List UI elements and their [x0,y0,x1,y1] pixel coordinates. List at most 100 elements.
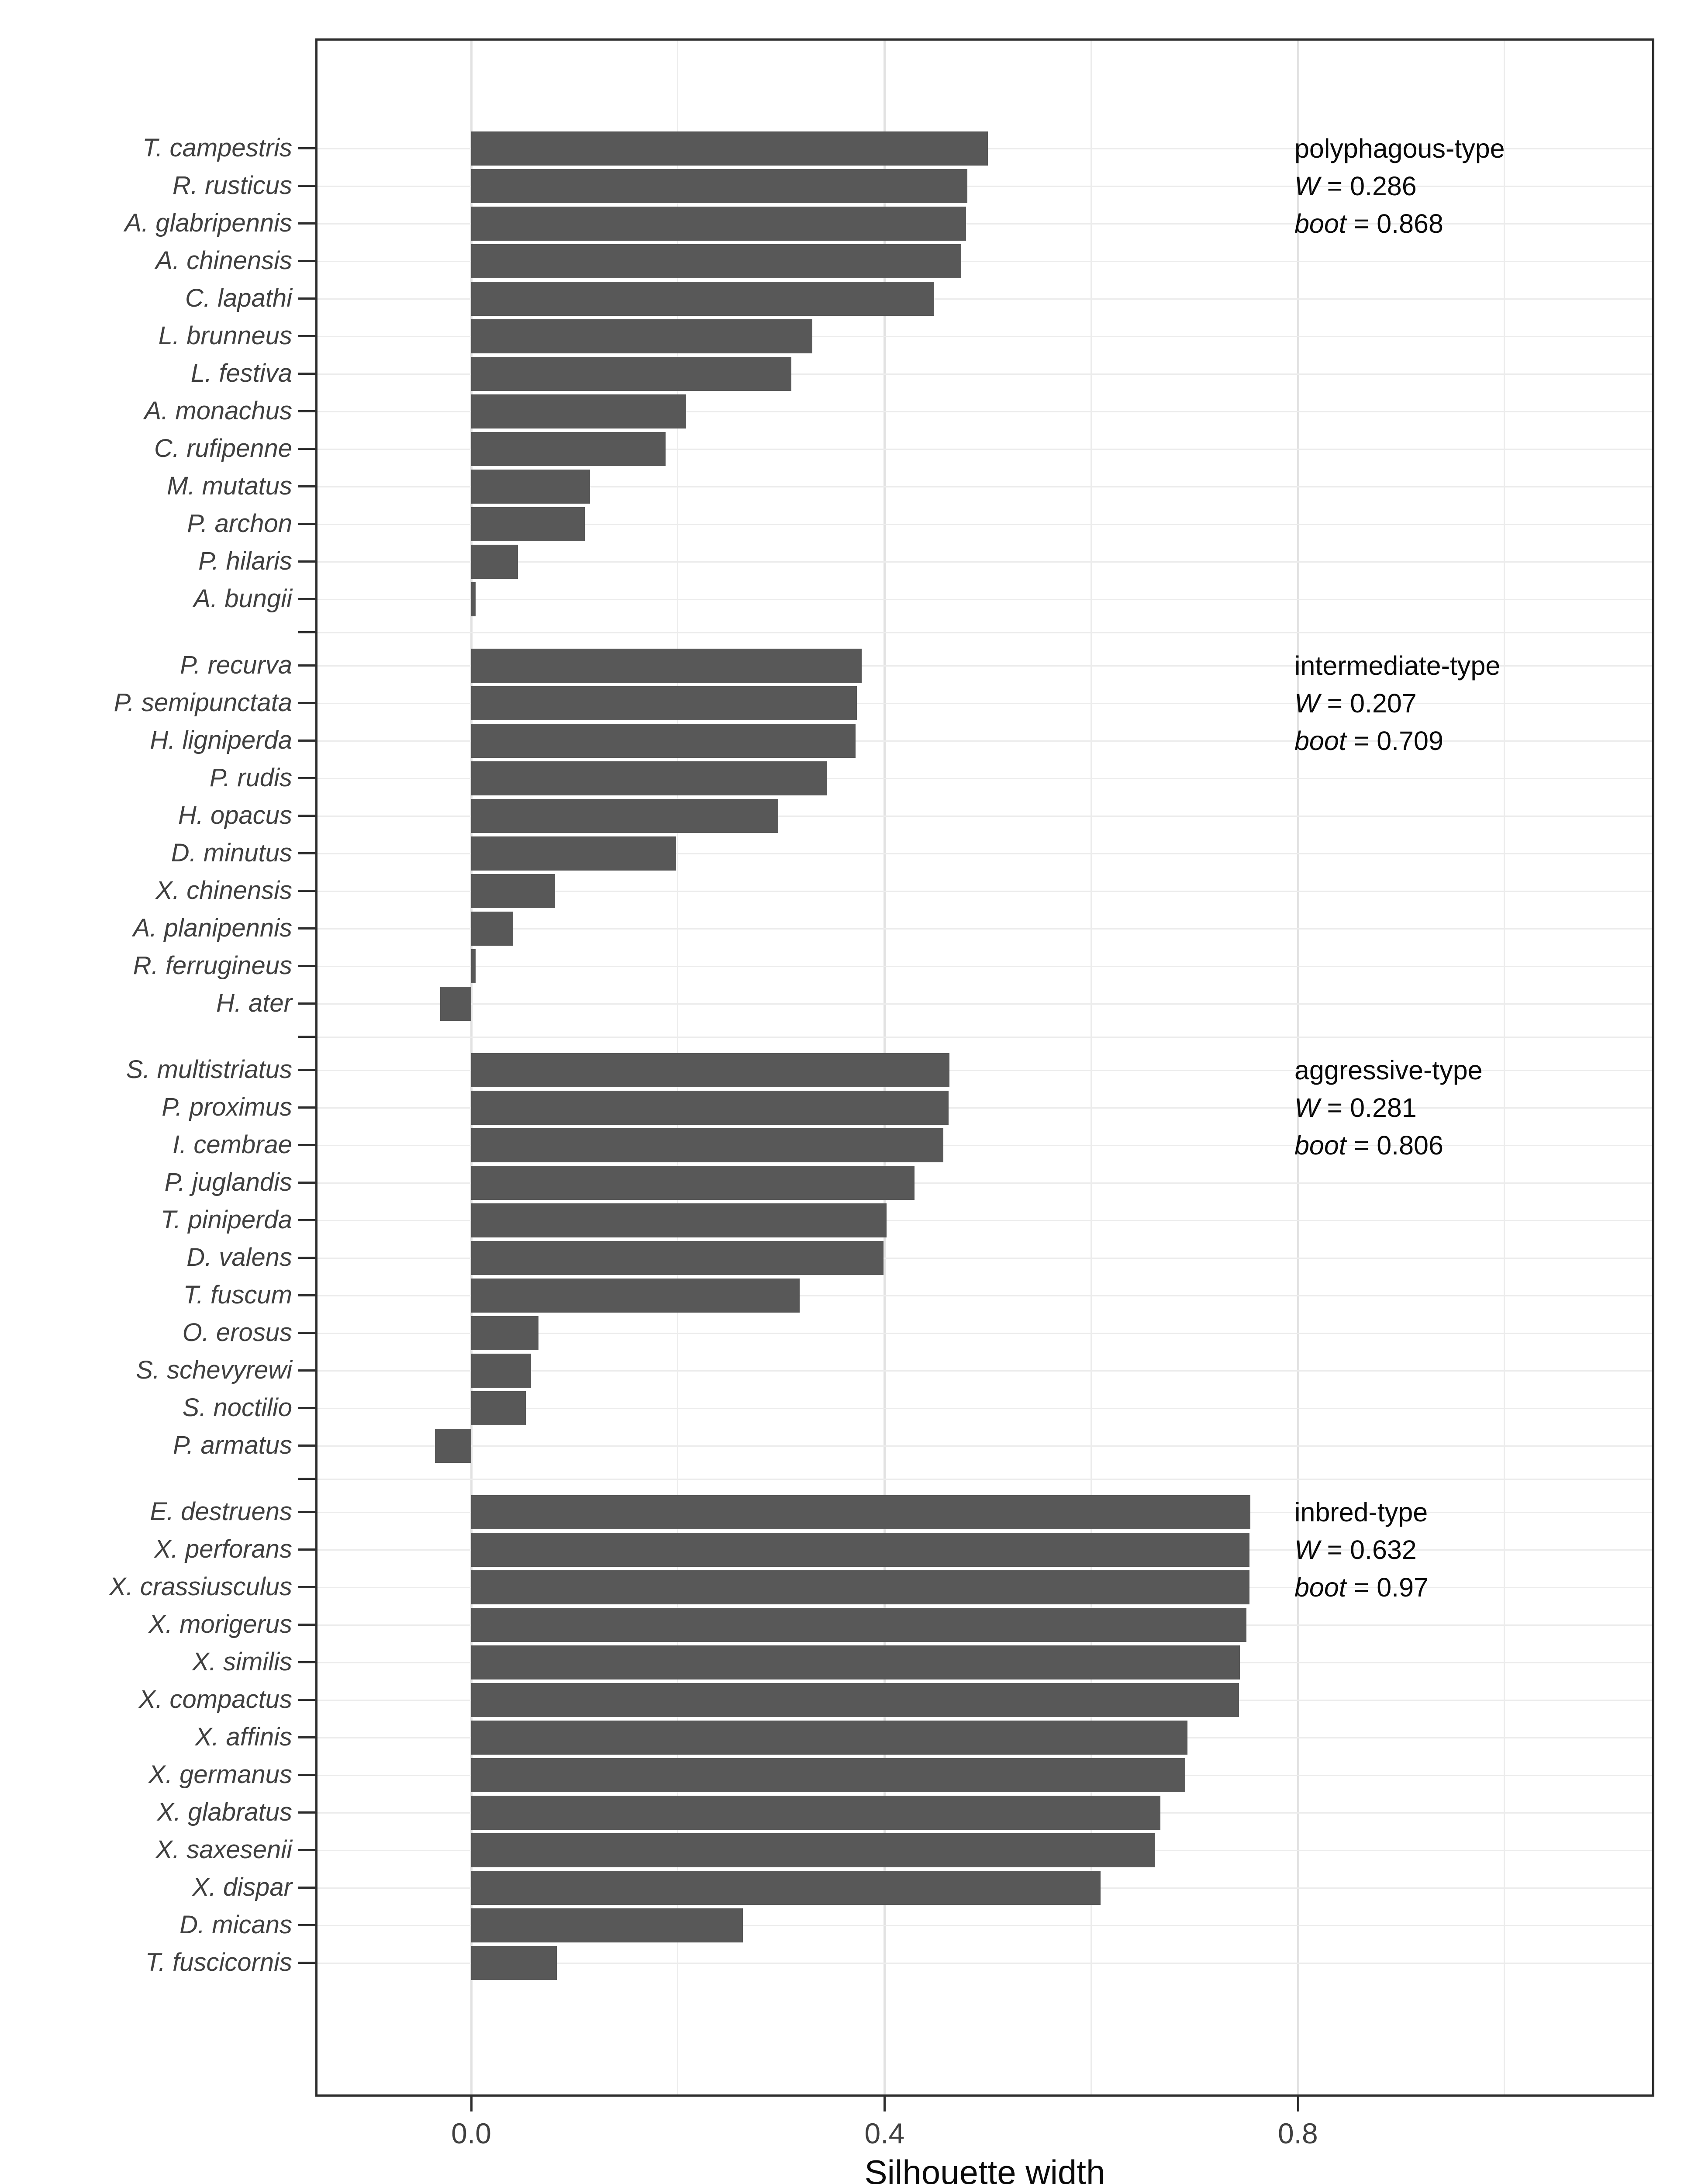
species-label: R. rusticus [173,171,292,200]
bar-row: D. minutus [171,835,1652,872]
y-tick [298,185,315,187]
bar-rows: T. campestris R. rusticus A. glabripennis A… [109,41,1652,2094]
x-tick [470,2097,473,2111]
species-label: P. proximus [162,1093,292,1122]
species-label: X. compactus [138,1685,292,1714]
species-label: X. glabratus [157,1798,292,1827]
y-tick [298,1924,315,1926]
silhouette-bar [471,836,676,871]
species-label: A. bungii [193,584,292,613]
y-tick [298,1332,315,1334]
h-gridline [318,223,1652,225]
cluster-annotation: inbred-type W = 0.632 boot = 0.97 [1294,1493,1429,1606]
y-tick [298,1106,315,1109]
y-tick [298,335,315,337]
bar-row: X. morigerus [148,1606,1652,1644]
y-tick [298,852,315,854]
y-tick [298,523,315,525]
y-tick [298,1369,315,1372]
species-label: A. monachus [144,397,292,425]
silhouette-bar [471,1241,884,1275]
species-label: D. minutus [171,839,292,867]
species-label: E. destruens [150,1497,292,1526]
h-gridline [318,486,1652,487]
h-gridline [318,778,1652,779]
h-gridline [318,853,1652,854]
y-tick [298,927,315,930]
silhouette-bar [471,1279,800,1313]
silhouette-bar [471,1645,1240,1679]
y-tick [298,1661,315,1663]
h-gridline [318,1963,1652,1964]
bar-row: P. juglandis [165,1164,1652,1202]
silhouette-bar [471,1796,1161,1830]
cluster-annotation: polyphagous-type W = 0.286 boot = 0.868 [1294,130,1505,242]
h-gridline [318,1070,1652,1071]
silhouette-bar [471,1721,1187,1755]
silhouette-bar [471,1203,887,1237]
species-label: X. dispar [192,1873,292,1902]
species-label: L. festiva [190,359,292,388]
h-gridline [318,1925,1652,1926]
bar-row: X. affinis [195,1719,1652,1756]
silhouette-bar [471,1608,1246,1642]
y-tick [298,485,315,487]
h-gridline [318,449,1652,450]
x-axis-title: Silhouette width [864,2153,1105,2184]
y-tick [298,1586,315,1588]
y-tick [298,1736,315,1738]
silhouette-bar [471,1946,557,1980]
species-label: A. planipennis [133,914,292,943]
bar-row: H. ligniperda [150,722,1652,760]
silhouette-bar [471,1053,950,1087]
species-label: H. ligniperda [150,726,292,755]
bar-row: X. germanus [148,1756,1652,1794]
bar-row: D. micans [179,1907,1652,1944]
bar-row: T. fuscum [183,1277,1652,1314]
w-stat: W = 0.286 [1294,171,1417,201]
h-gridline [318,1479,1652,1480]
bar-row: T. piniperda [161,1202,1652,1239]
y-tick [298,560,315,563]
w-stat: W = 0.632 [1294,1535,1417,1565]
bar-row: S. noctilio [183,1389,1652,1427]
h-gridline [318,665,1652,667]
cluster-annotations: polyphagous-type W = 0.286 boot = 0.868 int… [318,41,1652,2094]
h-gridline [318,411,1652,412]
h-gridline [318,186,1652,187]
y-tick [298,1294,315,1296]
silhouette-bar [471,1166,915,1200]
bar-row: X. compactus [139,1681,1652,1719]
h-gridline [318,1258,1652,1259]
h-gridline [318,1370,1652,1372]
species-label: D. micans [179,1911,292,1939]
y-tick [298,1511,315,1513]
species-label: A. chinensis [155,246,292,275]
bar-row: A. glabripennis [124,205,1652,242]
species-label: T. fuscum [183,1281,292,1310]
species-label: X. perforans [154,1535,292,1564]
y-tick [298,147,315,149]
bar-row: X. similis [192,1644,1652,1681]
bar-row: M. mutatus [167,468,1652,505]
bar-row: P. hilaris [198,543,1652,581]
bar-row: L. brunneus [159,318,1652,355]
y-tick [298,1144,315,1146]
h-gridline [318,1295,1652,1296]
bar-row: A. chinensis [155,242,1652,280]
y-tick [298,448,315,450]
species-label: R. ferrugineus [133,951,292,980]
bar-row: D. valens [186,1239,1652,1277]
species-label: H. opacus [178,801,292,830]
bar-row: C. rufipenne [154,430,1652,468]
h-gridline [318,599,1652,600]
silhouette-bar [471,131,988,166]
bar-row: P. archon [187,505,1652,543]
y-tick [298,410,315,412]
species-label: T. piniperda [161,1206,292,1234]
species-label: P. rudis [209,764,292,792]
y-tick [298,1548,315,1551]
silhouette-bar [471,686,857,720]
h-gridline [318,632,1652,633]
